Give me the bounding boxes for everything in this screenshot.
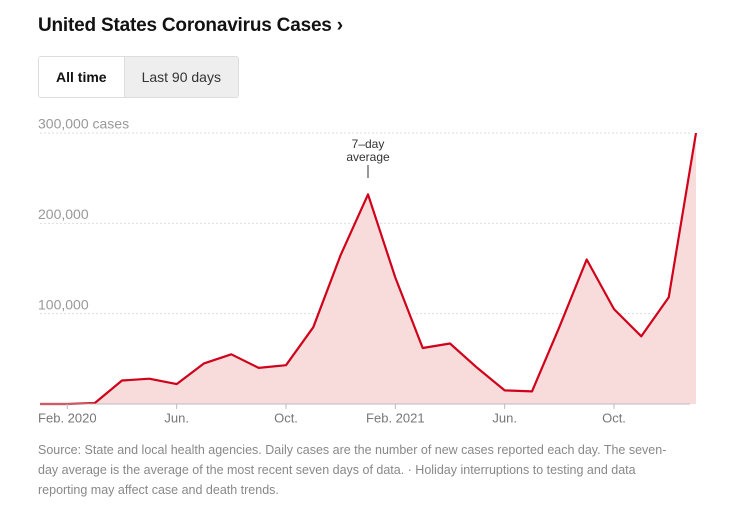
x-tick-label: Jun. (492, 410, 517, 425)
x-tick-label: Oct. (602, 410, 626, 425)
chart: 100,000 200,000 300,000 cases Feb. 2020 Jun.… (38, 116, 698, 425)
y-tick-label: 300,000 cases (38, 116, 129, 132)
x-tick-label: Jun. (164, 410, 189, 425)
x-tick-label: Oct. (274, 410, 298, 425)
x-tick-label: Feb. 2020 (38, 410, 97, 425)
area (40, 133, 696, 404)
annotation: 7–day average (346, 137, 390, 164)
y-tick-label: 200,000 (38, 206, 89, 222)
tab-group: All time Last 90 days (38, 56, 239, 98)
title[interactable]: United States Coronavirus Cases › (38, 15, 343, 36)
x-tick-label: Feb. 2021 (366, 410, 425, 425)
y-tick-label: 100,000 (38, 296, 89, 312)
tab[interactable]: Last 90 days (123, 57, 238, 97)
line (40, 132, 698, 406)
tab[interactable]: All time (39, 57, 124, 97)
source-note: Source: State and local health agencies.… (38, 443, 667, 497)
